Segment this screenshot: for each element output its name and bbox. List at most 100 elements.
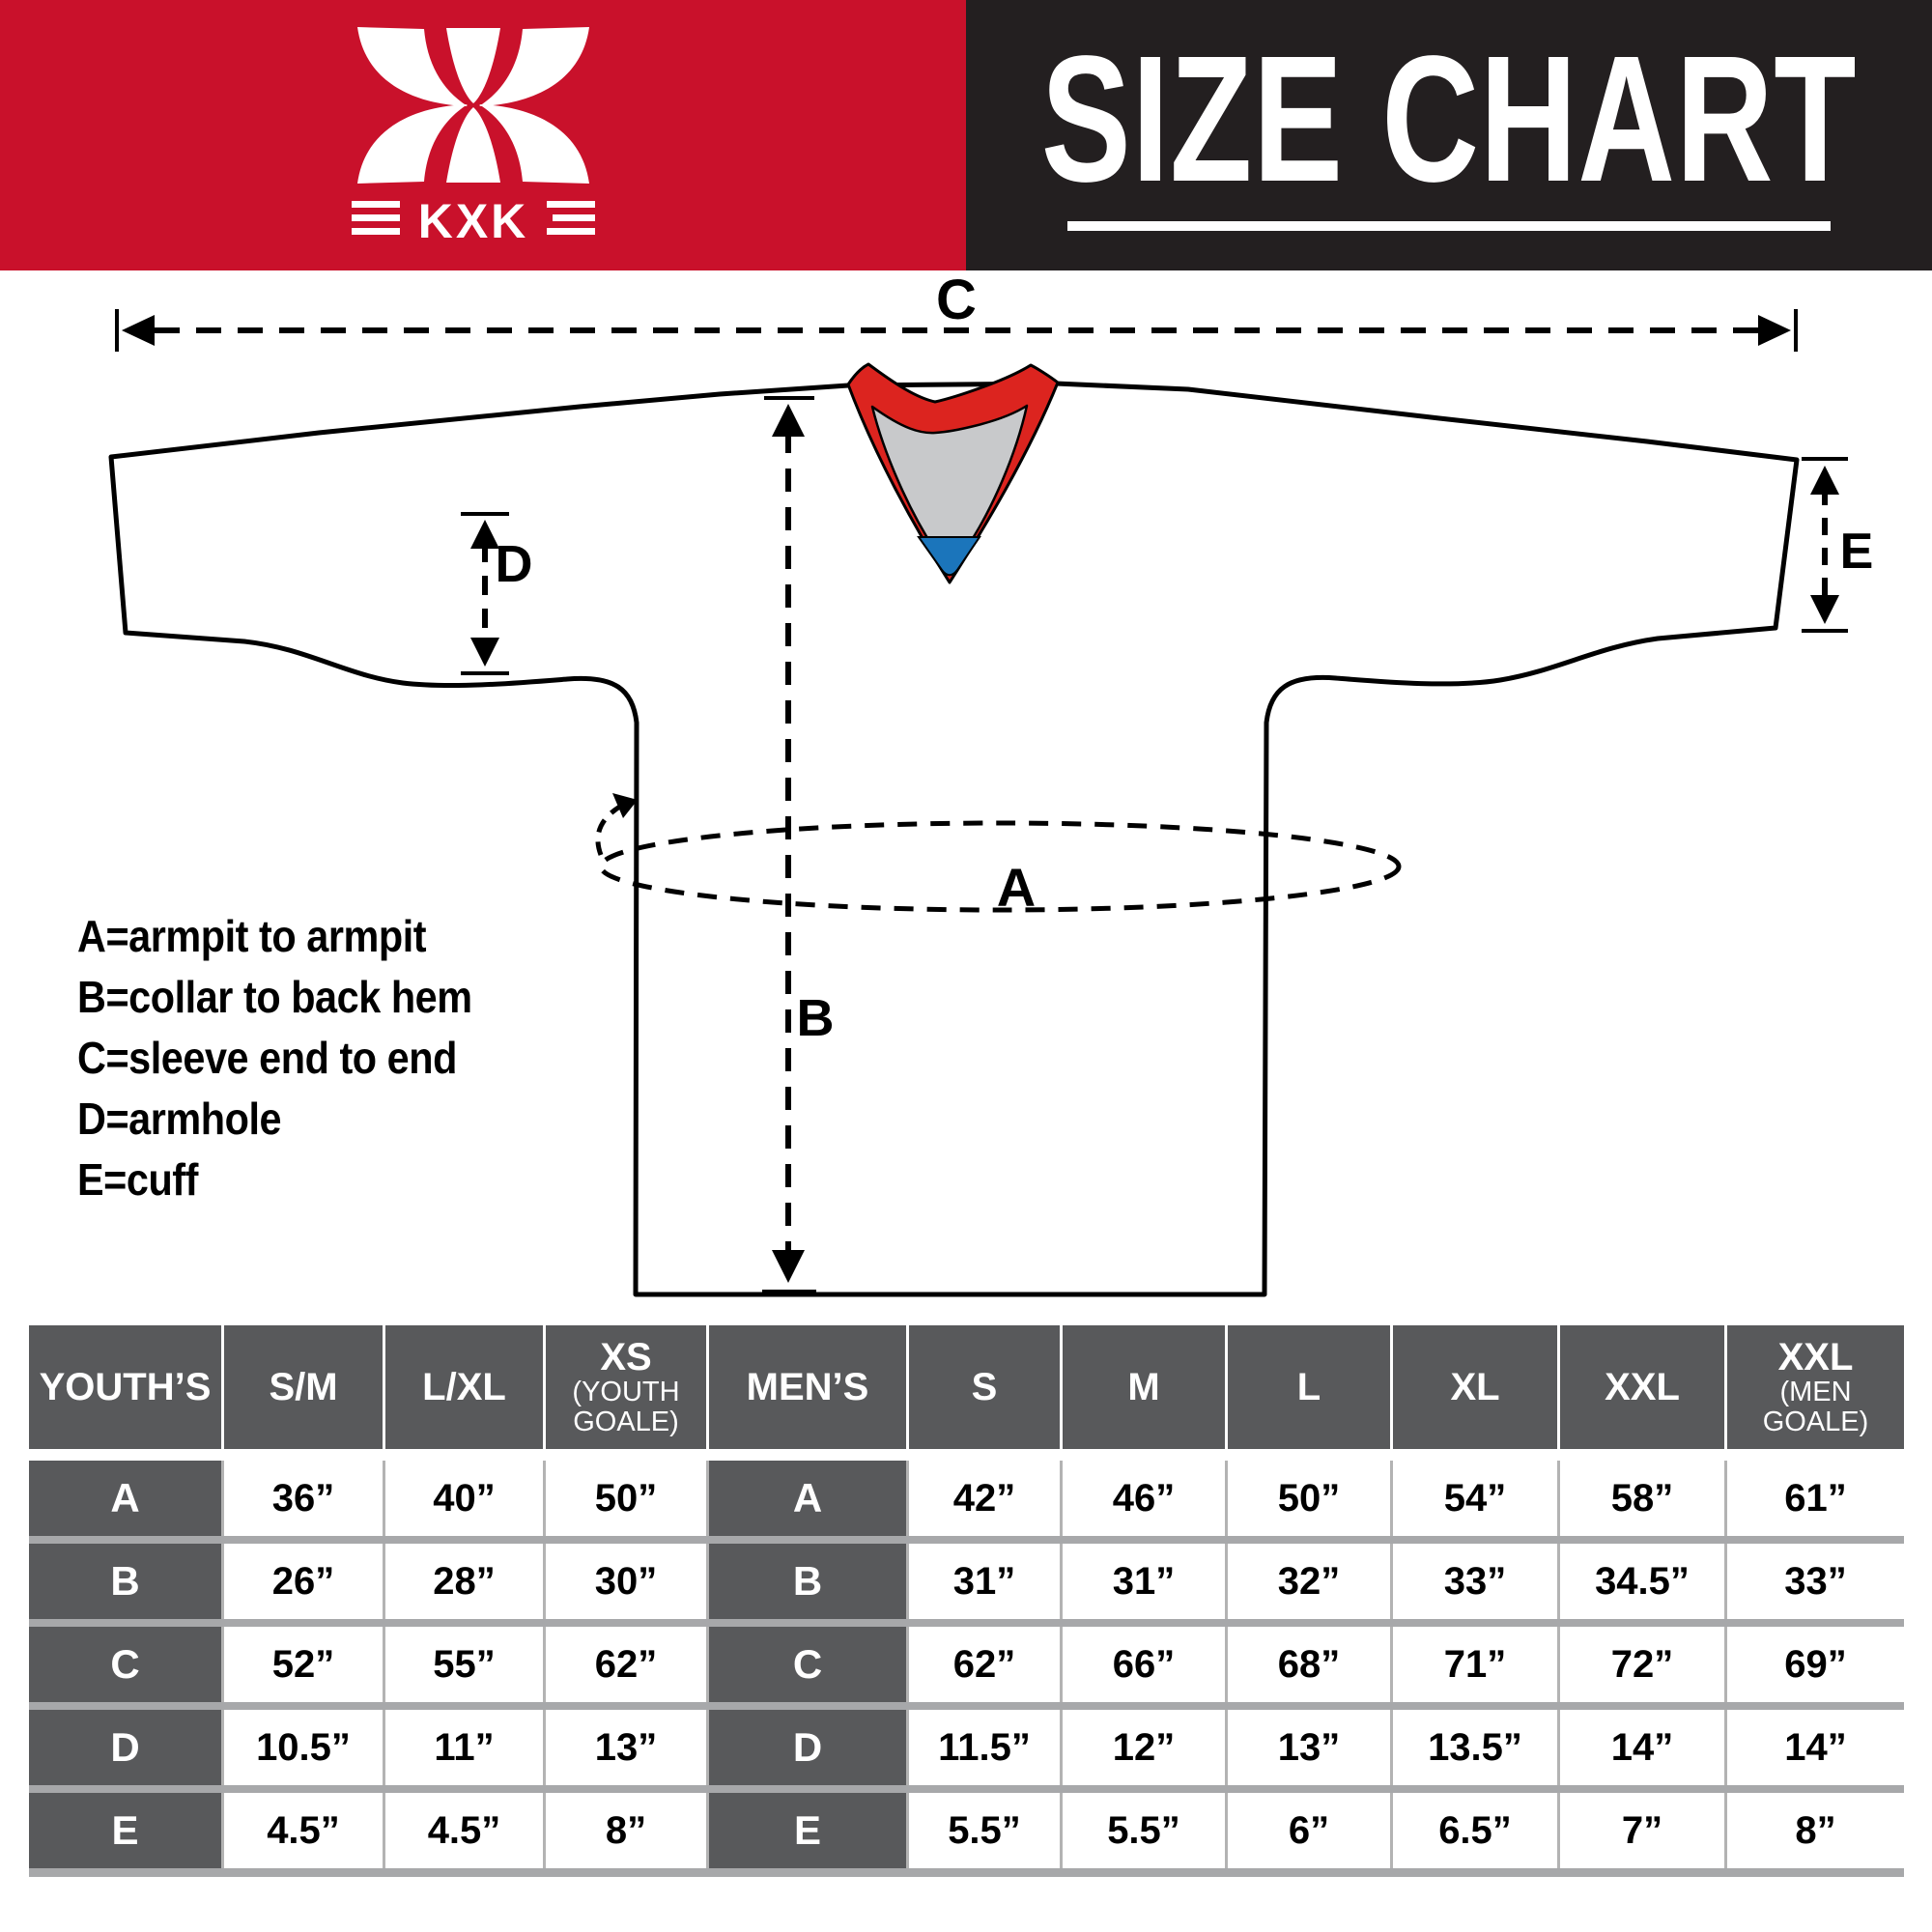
table-row-a: A 36” 40” 50” A 42” 46” 50” 54” 58” 61” (29, 1461, 1904, 1536)
row-label-youth: C (29, 1627, 221, 1702)
table-header-row: YOUTH’S S/M L/XL XS (YOUTH GOALE) MEN’S S… (29, 1325, 1904, 1449)
size-value-cell: 5.5” (1063, 1793, 1225, 1868)
size-value-cell: 40” (385, 1461, 543, 1536)
size-value-cell: 6” (1228, 1793, 1390, 1868)
measure-arrow-c: C (115, 270, 1798, 352)
size-table: YOUTH’S S/M L/XL XS (YOUTH GOALE) MEN’S S… (29, 1325, 1904, 1877)
size-value-cell: 5.5” (909, 1793, 1060, 1868)
measure-label-c: C (936, 270, 977, 331)
size-value-cell: 50” (1228, 1461, 1390, 1536)
page-title: SIZE CHART (1040, 19, 1858, 219)
size-value-cell: 26” (224, 1544, 383, 1619)
header-cell-xs-youth-goalie: XS (YOUTH GOALE) (546, 1325, 706, 1449)
brand-block: KXK (0, 0, 966, 270)
legend-item: B=collar to back hem (77, 972, 472, 1022)
size-value-cell: 69” (1727, 1627, 1904, 1702)
header-cell-xxl-men-goalie: XXL (MEN GOALE) (1727, 1325, 1904, 1449)
title-underline (1067, 220, 1831, 231)
measure-arrow-d: D (461, 512, 533, 675)
logo-side-bars (352, 201, 595, 235)
measure-label-e: E (1840, 524, 1874, 580)
legend-item: E=cuff (77, 1154, 198, 1205)
measure-label-d: D (496, 535, 533, 593)
size-value-cell: 62” (909, 1627, 1060, 1702)
logo-wordmark: KXK (418, 194, 529, 246)
header-cell-m: M (1063, 1325, 1225, 1449)
size-value-cell: 55” (385, 1627, 543, 1702)
title-block: SIZE CHART (966, 0, 1932, 270)
size-value-cell: 61” (1727, 1461, 1904, 1536)
size-value-cell: 11” (385, 1710, 543, 1785)
row-label-men: B (709, 1544, 906, 1619)
size-value-cell: 4.5” (385, 1793, 543, 1868)
size-value-cell: 31” (909, 1544, 1060, 1619)
table-row-d: D 10.5” 11” 13” D 11.5” 12” 13” 13.5” 14… (29, 1710, 1904, 1785)
legend-item: A=armpit to armpit (77, 911, 427, 961)
size-value-cell: 72” (1560, 1627, 1724, 1702)
table-body: A 36” 40” 50” A 42” 46” 50” 54” 58” 61” … (29, 1461, 1904, 1877)
row-label-men: E (709, 1793, 906, 1868)
size-value-cell: 4.5” (224, 1793, 383, 1868)
legend-item: D=armhole (77, 1094, 282, 1144)
kxk-logo-icon: KXK (352, 27, 595, 246)
size-value-cell: 71” (1393, 1627, 1557, 1702)
size-value-cell: 7” (1560, 1793, 1724, 1868)
size-value-cell: 8” (1727, 1793, 1904, 1868)
header-cell-xl: XL (1393, 1325, 1557, 1449)
size-value-cell: 66” (1063, 1627, 1225, 1702)
size-value-cell: 12” (1063, 1710, 1225, 1785)
size-value-cell: 32” (1228, 1544, 1390, 1619)
size-value-cell: 8” (546, 1793, 706, 1868)
table-row-b: B 26” 28” 30” B 31” 31” 32” 33” 34.5” 33… (29, 1544, 1904, 1619)
masthead: KXK SIZE CHART (0, 0, 1932, 270)
size-value-cell: 42” (909, 1461, 1060, 1536)
size-value-cell: 58” (1560, 1461, 1724, 1536)
header-cell-youths: YOUTH’S (29, 1325, 221, 1449)
size-value-cell: 52” (224, 1627, 383, 1702)
measure-label-a: A (997, 857, 1036, 918)
row-label-men: D (709, 1710, 906, 1785)
measure-arrow-b: B (762, 396, 835, 1293)
legend-item: C=sleeve end to end (77, 1033, 457, 1083)
size-value-cell: 10.5” (224, 1710, 383, 1785)
size-value-cell: 33” (1727, 1544, 1904, 1619)
measure-arrow-e: E (1802, 457, 1874, 633)
jersey-outline (108, 381, 1800, 1297)
row-label-youth: B (29, 1544, 221, 1619)
row-label-youth: E (29, 1793, 221, 1868)
jersey-diagram: C D B E (108, 270, 1874, 1297)
size-value-cell: 34.5” (1560, 1544, 1724, 1619)
size-value-cell: 62” (546, 1627, 706, 1702)
table-row-c: C 52” 55” 62” C 62” 66” 68” 71” 72” 69” (29, 1627, 1904, 1702)
size-value-cell: 14” (1560, 1710, 1724, 1785)
row-label-youth: D (29, 1710, 221, 1785)
size-value-cell: 30” (546, 1544, 706, 1619)
size-value-cell: 6.5” (1393, 1793, 1557, 1868)
logo-x-bottom (357, 104, 589, 184)
collar-inner (870, 404, 1029, 560)
header-cell-l: L (1228, 1325, 1390, 1449)
header-cell-lxl: L/XL (385, 1325, 543, 1449)
size-value-cell: 11.5” (909, 1710, 1060, 1785)
header-cell-sm: S/M (224, 1325, 383, 1449)
size-value-cell: 13” (1228, 1710, 1390, 1785)
size-value-cell: 46” (1063, 1461, 1225, 1536)
logo-x-top (357, 27, 589, 106)
size-value-cell: 54” (1393, 1461, 1557, 1536)
collar-insert (917, 536, 981, 577)
size-value-cell: 14” (1727, 1710, 1904, 1785)
header-cell-s: S (909, 1325, 1060, 1449)
header-cell-mens: MEN’S (709, 1325, 906, 1449)
size-value-cell: 28” (385, 1544, 543, 1619)
size-value-cell: 31” (1063, 1544, 1225, 1619)
header-cell-xxl: XXL (1560, 1325, 1724, 1449)
size-value-cell: 13.5” (1393, 1710, 1557, 1785)
measure-ellipse-a: A (595, 793, 1402, 918)
size-value-cell: 50” (546, 1461, 706, 1536)
measure-label-b: B (797, 989, 835, 1047)
measurement-legend: A=armpit to armpit B=collar to back hem … (77, 906, 472, 1210)
row-label-youth: A (29, 1461, 221, 1536)
table-row-e: E 4.5” 4.5” 8” E 5.5” 5.5” 6” 6.5” 7” 8” (29, 1793, 1904, 1868)
size-value-cell: 36” (224, 1461, 383, 1536)
